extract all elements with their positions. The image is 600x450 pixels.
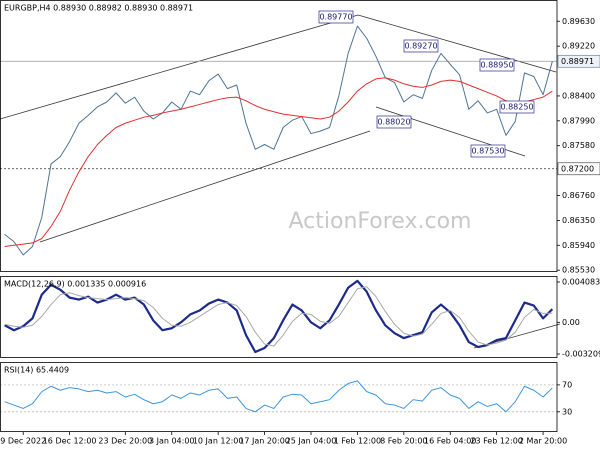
level-label: 0.87200 — [561, 164, 594, 173]
series-line — [4, 25, 553, 256]
y-tick-label: 0.85940 — [562, 241, 595, 250]
series-line — [4, 77, 553, 247]
series-line — [4, 380, 553, 413]
series-line — [4, 279, 554, 354]
y-tick-label: 70 — [562, 380, 572, 389]
trend-line — [0, 14, 359, 120]
y-tick-label: 0.88400 — [562, 91, 595, 100]
trend-line — [357, 14, 557, 73]
annotation-box — [318, 10, 354, 24]
annotation: 0.89770 — [319, 13, 352, 22]
y-tick-label: 0.00 — [562, 318, 580, 327]
x-tick-label: 8 Feb 20:00 — [380, 437, 427, 446]
plot-area — [4, 279, 554, 354]
x-tick-label: 25 Jan 04:00 — [286, 437, 337, 446]
panel-title: MACD(12,26,9) 0.001335 0.000916 — [4, 280, 146, 289]
annotation-box — [376, 115, 412, 129]
y-tick-label: 0.89220 — [562, 42, 595, 51]
x-tick-label: 23 Dec 20:00 — [98, 437, 152, 446]
panel-frame — [0, 276, 558, 358]
annotation: 0.87530 — [471, 147, 504, 156]
price-label-box — [557, 54, 600, 68]
panel-title: RSI(14) 65.4409 — [4, 366, 69, 375]
annotation-box — [499, 100, 535, 114]
annotation: 0.88020 — [377, 118, 410, 127]
y-tick-label: 0.87990 — [562, 116, 595, 125]
level-label-box — [557, 162, 600, 176]
y-tick-label: 30 — [562, 407, 572, 416]
y-tick-label: -0.003209 — [562, 350, 600, 359]
y-tick-label: 0.89630 — [562, 17, 595, 26]
panel-frame — [0, 0, 558, 272]
panel-frame — [0, 362, 558, 432]
panel-title: EURGBP,H4 0.88930 0.88982 0.88930 0.8897… — [4, 4, 193, 13]
y-tick-label: 0.86760 — [562, 191, 595, 200]
x-tick-label: 3 Jan 04:00 — [149, 437, 195, 446]
x-tick-label: 16 Dec 12:00 — [43, 437, 97, 446]
x-tick-label: 10 Jan 12:00 — [193, 437, 244, 446]
y-tick-label: 0.86350 — [562, 216, 595, 225]
watermark: ActionForex.com — [289, 209, 472, 234]
annotation-box — [479, 58, 515, 72]
plot-area — [4, 25, 553, 256]
annotation: 0.89270 — [404, 42, 437, 51]
y-tick-label: 0.87580 — [562, 141, 595, 150]
annotation-box — [403, 39, 439, 53]
annotation-box — [470, 144, 506, 158]
series-line — [4, 286, 553, 347]
annotation: 0.88250 — [500, 103, 533, 112]
x-tick-label: 17 Jan 20:00 — [239, 437, 290, 446]
trend-line — [39, 130, 371, 243]
y-tick-label: 0.004083 — [562, 278, 600, 287]
y-tick-label: 0.85530 — [562, 266, 595, 275]
x-tick-label: 9 Dec 2022 — [0, 437, 46, 446]
x-tick-label: 1 Feb 12:00 — [334, 437, 381, 446]
trend-lines — [0, 14, 561, 349]
annotation: 0.88950 — [480, 61, 513, 70]
x-tick-label: 2 Mar 20:00 — [519, 437, 567, 446]
plot-area — [4, 380, 553, 413]
price-label: 0.88971 — [561, 57, 594, 66]
x-tick-label: 16 Feb 04:00 — [424, 437, 476, 446]
x-tick-label: 23 Feb 12:00 — [470, 437, 522, 446]
